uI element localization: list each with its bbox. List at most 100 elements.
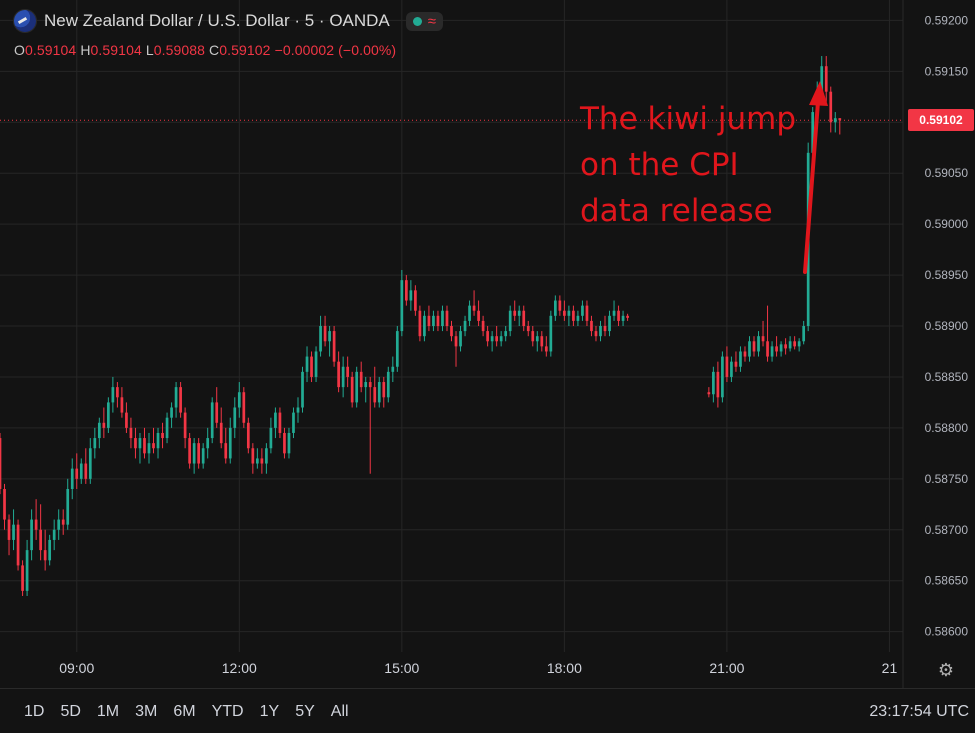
candle[interactable] xyxy=(7,514,11,556)
candle[interactable] xyxy=(0,432,2,495)
candle[interactable] xyxy=(761,320,765,347)
candle[interactable] xyxy=(283,427,286,459)
candle[interactable] xyxy=(739,346,742,372)
candle[interactable] xyxy=(404,275,408,306)
candle[interactable] xyxy=(499,331,503,347)
candle[interactable] xyxy=(395,326,399,372)
candle[interactable] xyxy=(549,310,553,357)
candle[interactable] xyxy=(278,407,282,439)
candle[interactable] xyxy=(341,356,345,398)
candle[interactable] xyxy=(265,443,268,474)
candle[interactable] xyxy=(66,478,70,530)
candle[interactable] xyxy=(436,310,440,332)
candle[interactable] xyxy=(355,366,359,408)
candle[interactable] xyxy=(522,305,526,332)
candle[interactable] xyxy=(779,341,783,357)
range-6m-button[interactable]: 6M xyxy=(173,703,196,720)
candle[interactable] xyxy=(788,336,792,352)
candle[interactable] xyxy=(752,336,756,357)
candle[interactable] xyxy=(567,305,571,326)
candle[interactable] xyxy=(43,529,47,571)
candle[interactable] xyxy=(201,443,205,469)
candle[interactable] xyxy=(48,534,52,566)
candle[interactable] xyxy=(52,519,56,551)
candle[interactable] xyxy=(120,387,124,418)
candle[interactable] xyxy=(16,519,20,571)
candle[interactable] xyxy=(319,315,322,357)
candle[interactable] xyxy=(183,407,187,449)
candle[interactable] xyxy=(517,305,521,326)
candle[interactable] xyxy=(138,432,142,464)
candle[interactable] xyxy=(337,351,340,393)
candle[interactable] xyxy=(450,320,453,342)
utc-clock[interactable]: 23:17:54 UTC xyxy=(869,703,969,720)
candle[interactable] xyxy=(102,407,106,439)
candle[interactable] xyxy=(626,313,629,321)
candle[interactable] xyxy=(70,458,74,500)
candle[interactable] xyxy=(210,397,214,444)
candle[interactable] xyxy=(228,417,232,464)
candle[interactable] xyxy=(246,417,250,454)
range-5d-button[interactable]: 5D xyxy=(60,703,81,720)
candle[interactable] xyxy=(165,412,169,444)
candle[interactable] xyxy=(25,539,29,596)
candle[interactable] xyxy=(197,438,201,469)
candle[interactable] xyxy=(432,310,435,332)
candle[interactable] xyxy=(540,331,544,352)
candle[interactable] xyxy=(179,382,182,418)
candle[interactable] xyxy=(477,300,480,326)
candle[interactable] xyxy=(219,407,223,449)
candle[interactable] xyxy=(463,315,467,337)
candle[interactable] xyxy=(386,366,390,403)
candle[interactable] xyxy=(504,326,508,342)
candle[interactable] xyxy=(797,338,801,352)
candle[interactable] xyxy=(174,382,178,418)
candle[interactable] xyxy=(707,387,711,398)
candle[interactable] xyxy=(445,305,449,332)
candle[interactable] xyxy=(590,315,593,337)
candle[interactable] xyxy=(612,300,616,321)
candle[interactable] xyxy=(513,300,517,321)
candle[interactable] xyxy=(608,310,611,337)
range-ytd-button[interactable]: YTD xyxy=(211,703,244,720)
candle[interactable] xyxy=(454,331,458,367)
candle[interactable] xyxy=(535,331,539,352)
candle[interactable] xyxy=(57,509,61,540)
candle[interactable] xyxy=(156,427,160,459)
candle[interactable] xyxy=(116,382,119,408)
candle[interactable] xyxy=(558,295,562,316)
candle[interactable] xyxy=(269,417,273,454)
candle[interactable] xyxy=(305,346,309,383)
candle[interactable] xyxy=(802,320,806,345)
candle[interactable] xyxy=(152,427,155,454)
candle[interactable] xyxy=(423,310,426,342)
candle[interactable] xyxy=(409,280,413,311)
candle[interactable] xyxy=(233,397,237,439)
range-3m-button[interactable]: 3M xyxy=(135,703,158,720)
candle[interactable] xyxy=(161,422,164,449)
candle[interactable] xyxy=(292,407,295,439)
candle[interactable] xyxy=(170,402,173,428)
candle[interactable] xyxy=(111,376,115,413)
range-1m-button[interactable]: 1M xyxy=(96,703,120,720)
candle[interactable] xyxy=(346,356,350,388)
candle[interactable] xyxy=(553,295,557,321)
candle[interactable] xyxy=(766,305,769,362)
candle[interactable] xyxy=(215,387,219,428)
candle[interactable] xyxy=(310,351,313,383)
candle[interactable] xyxy=(296,397,300,423)
candle[interactable] xyxy=(712,366,715,403)
candle[interactable] xyxy=(770,341,774,362)
candle[interactable] xyxy=(730,356,733,383)
symbol-title[interactable]: New Zealand Dollar / U.S. Dollar · 5 · O… xyxy=(44,11,390,30)
candle[interactable] xyxy=(775,336,778,357)
candle[interactable] xyxy=(84,448,88,484)
candle[interactable] xyxy=(459,326,462,352)
candle[interactable] xyxy=(468,300,471,326)
candle[interactable] xyxy=(576,310,580,326)
candle[interactable] xyxy=(721,351,724,403)
candle[interactable] xyxy=(143,427,146,459)
candle[interactable] xyxy=(531,326,535,347)
